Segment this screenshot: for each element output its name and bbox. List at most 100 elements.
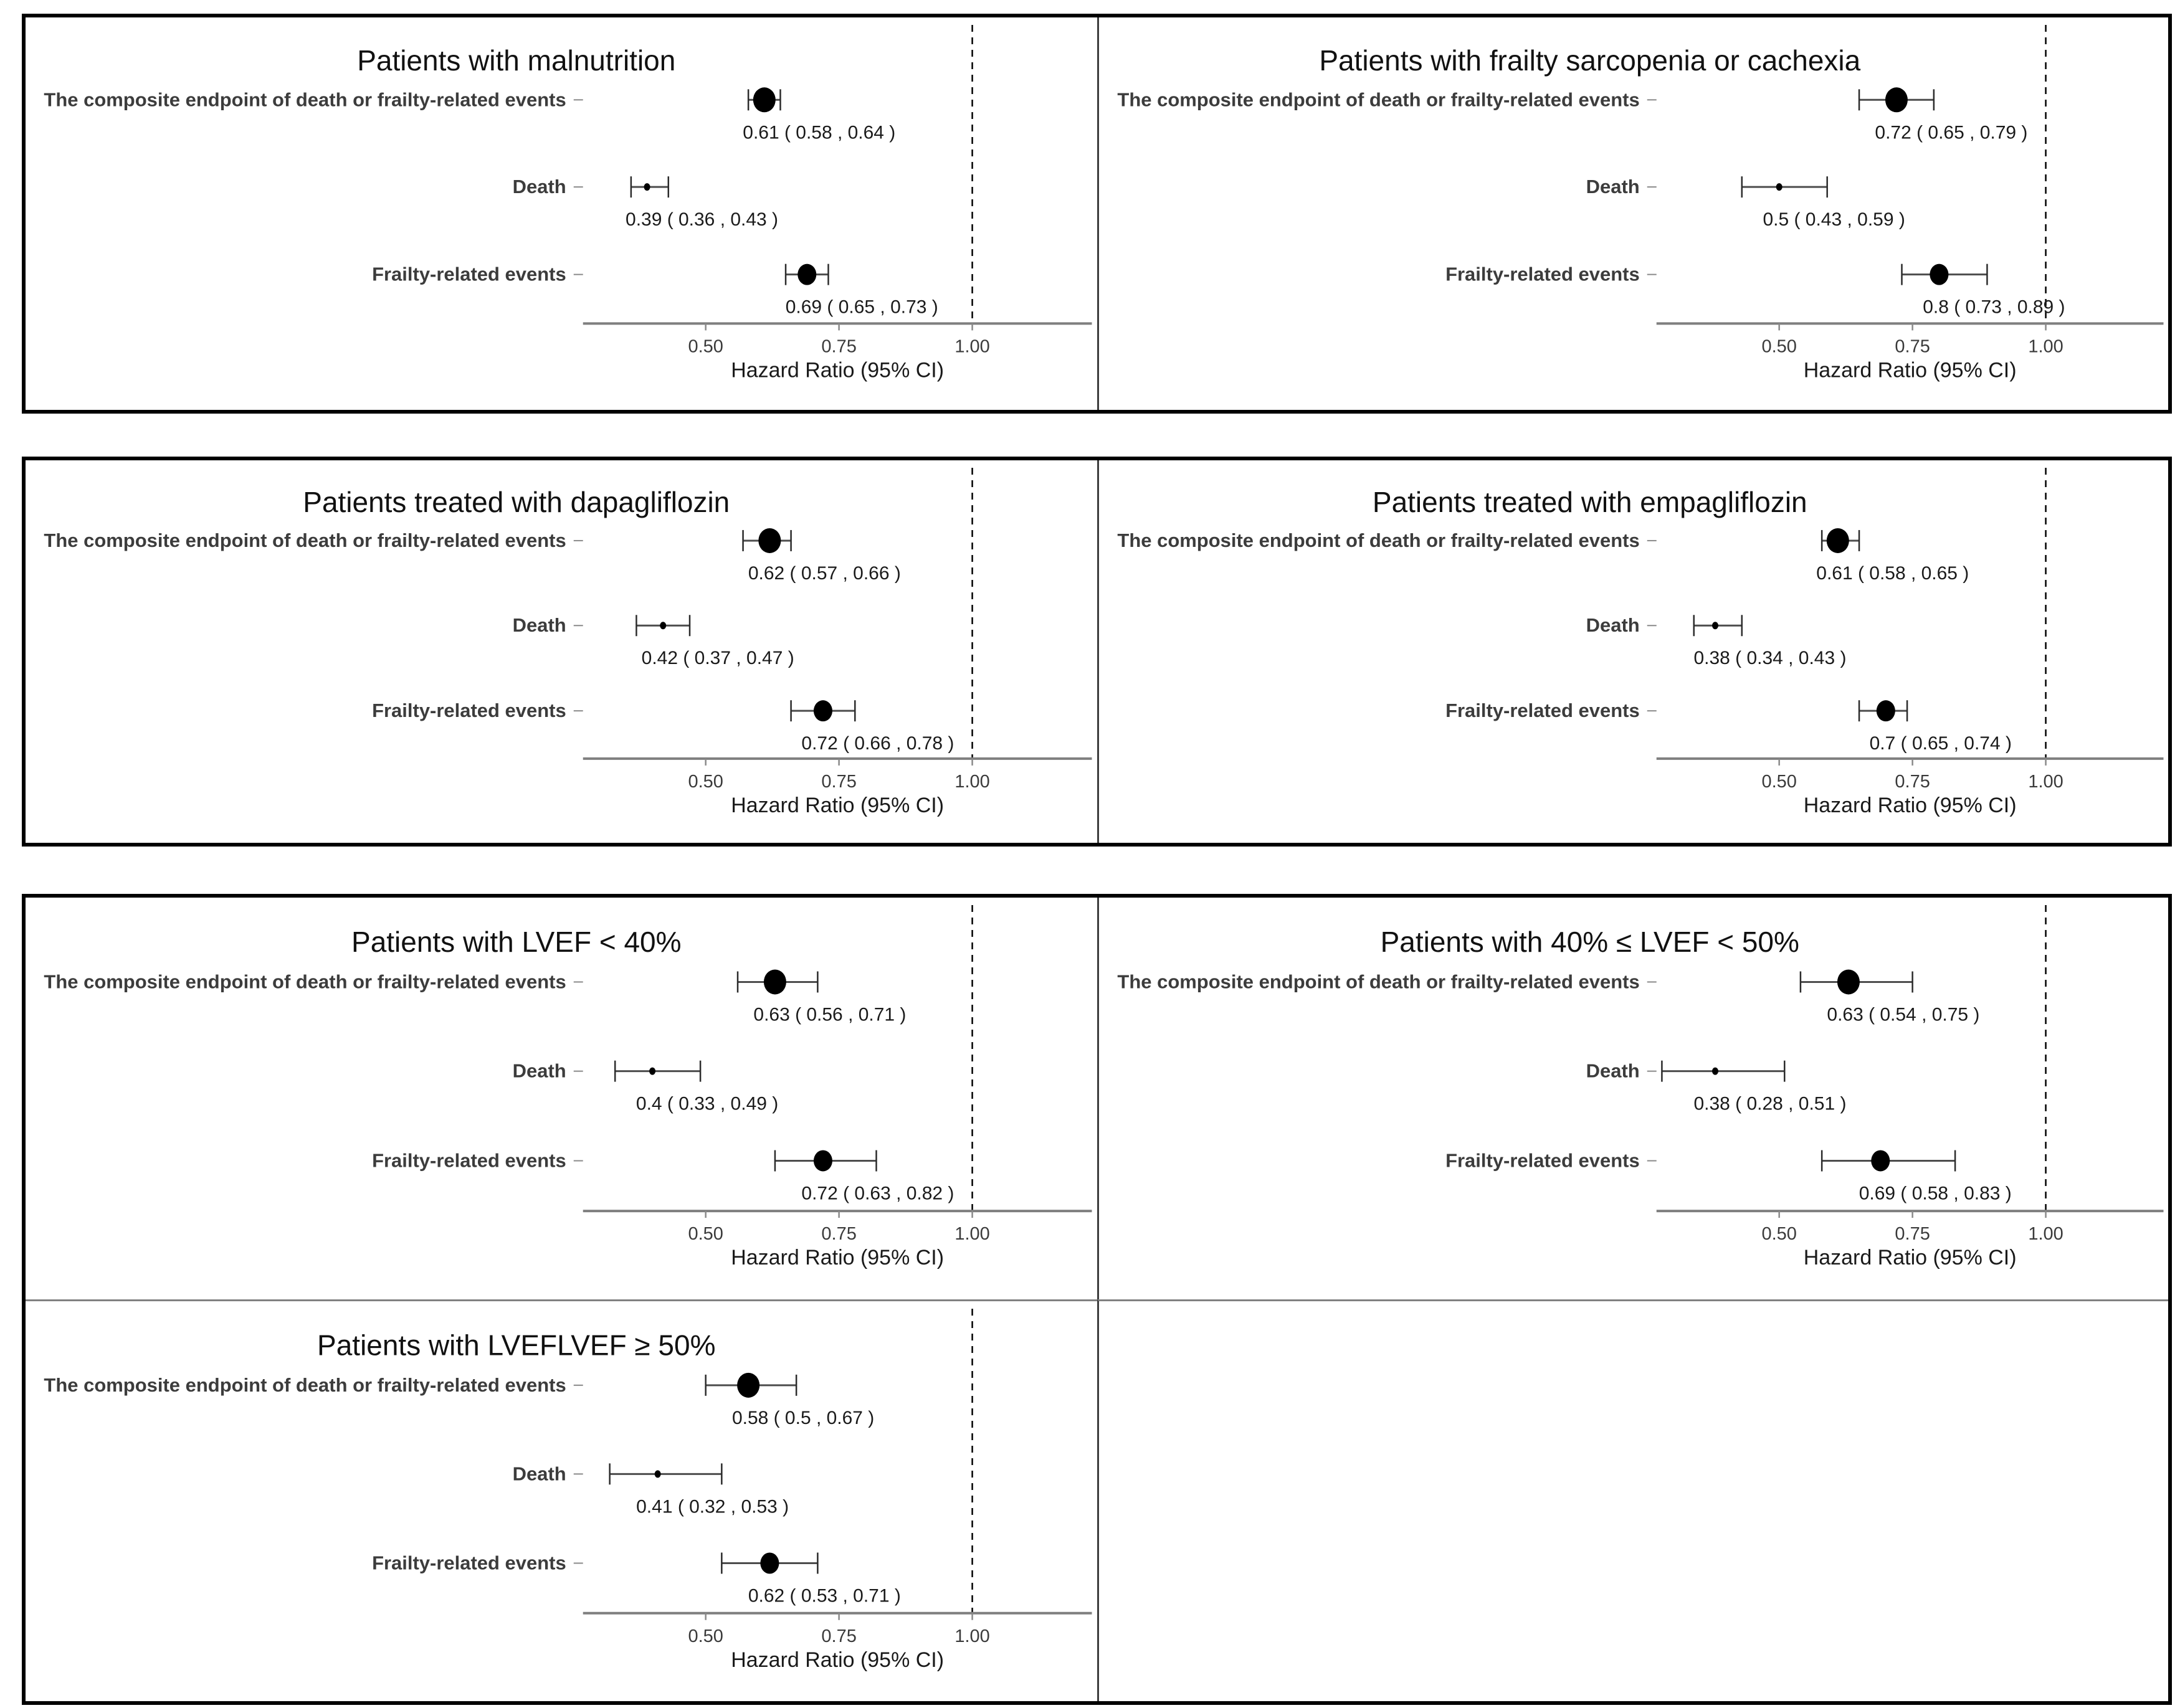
row-label: Frailty-related events bbox=[372, 1552, 566, 1574]
panel-title: Patients with 40% ≤ LVEF < 50% bbox=[1380, 926, 1799, 958]
value-label: 0.58 ( 0.5 , 0.67 ) bbox=[732, 1408, 874, 1428]
value-label: 0.61 ( 0.58 , 0.64 ) bbox=[743, 122, 895, 143]
row-label: The composite endpoint of death or frail… bbox=[44, 529, 566, 551]
x-tick-label: 0.50 bbox=[688, 772, 723, 792]
point-marker bbox=[760, 1552, 779, 1574]
row-label: Death bbox=[1586, 176, 1639, 197]
x-tick-label: 1.00 bbox=[954, 336, 989, 356]
point-marker bbox=[1870, 1150, 1890, 1172]
point-marker bbox=[654, 1470, 661, 1478]
row-label: Frailty-related events bbox=[372, 263, 566, 285]
row-label: The composite endpoint of death or frail… bbox=[44, 88, 566, 110]
forest-panel-svg: Patients treated with empagliflozin 0.50 0… bbox=[1117, 468, 2164, 817]
value-label: 0.7 ( 0.65 , 0.74 ) bbox=[1869, 733, 2011, 754]
x-tick-label: 1.00 bbox=[2028, 772, 2063, 792]
value-label: 0.63 ( 0.56 , 0.71 ) bbox=[753, 1004, 906, 1025]
point-marker bbox=[1876, 700, 1895, 722]
panel-title: Patients with LVEF < 40% bbox=[351, 926, 681, 958]
x-tick-label: 0.75 bbox=[1895, 336, 1930, 356]
row-label: Frailty-related events bbox=[372, 1149, 566, 1171]
panel-title: Patients with LVEFLVEF ≥ 50% bbox=[317, 1329, 715, 1362]
point-marker bbox=[797, 263, 817, 285]
x-tick-label: 0.75 bbox=[1895, 772, 1930, 792]
value-label: 0.62 ( 0.53 , 0.71 ) bbox=[748, 1586, 901, 1606]
point-marker bbox=[1885, 87, 1908, 113]
panel-frailty-sarcopenia-cachexia: Patients with frailty sarcopenia or cach… bbox=[1097, 17, 2168, 410]
value-label: 0.41 ( 0.32 , 0.53 ) bbox=[636, 1496, 789, 1517]
point-marker bbox=[649, 1067, 656, 1075]
x-tick-label: 0.75 bbox=[821, 772, 856, 792]
x-axis-title: Hazard Ratio (95% CI) bbox=[1803, 358, 2016, 382]
panel-lvef-50-plus: Patients with LVEFLVEF ≥ 50% 0.50 0.75 1.00… bbox=[26, 1299, 1097, 1701]
panel-title: Patients treated with dapagliflozin bbox=[303, 486, 730, 518]
x-tick-label: 1.00 bbox=[954, 1626, 989, 1646]
row-label: Frailty-related events bbox=[1445, 263, 1640, 285]
point-marker bbox=[1929, 263, 1948, 285]
row-label: Frailty-related events bbox=[1445, 700, 1640, 721]
value-label: 0.39 ( 0.36 , 0.43 ) bbox=[626, 209, 778, 230]
x-tick-label: 0.50 bbox=[1761, 772, 1796, 792]
point-marker bbox=[813, 1150, 832, 1172]
x-axis-title: Hazard Ratio (95% CI) bbox=[731, 358, 944, 382]
forest-panel-svg: Patients with 40% ≤ LVEF < 50% 0.50 0.75 1.… bbox=[1117, 905, 2164, 1269]
row-label: Frailty-related events bbox=[1445, 1149, 1640, 1171]
point-marker bbox=[813, 700, 832, 722]
x-tick-label: 0.50 bbox=[688, 336, 723, 356]
x-tick-label: 1.00 bbox=[2028, 1224, 2063, 1244]
x-tick-label: 0.50 bbox=[688, 1224, 723, 1244]
point-marker bbox=[1837, 969, 1860, 995]
point-marker bbox=[1826, 528, 1849, 553]
forest-panel-svg: Patients with frailty sarcopenia or cach… bbox=[1117, 25, 2164, 382]
row-label: Death bbox=[513, 1463, 566, 1484]
subgroup-block-treatment: Patients treated with dapagliflozin 0.50 0… bbox=[22, 457, 2172, 847]
point-marker bbox=[1711, 1067, 1718, 1075]
panel-title: Patients with frailty sarcopenia or cach… bbox=[1319, 44, 1860, 77]
row-label: The composite endpoint of death or frail… bbox=[1117, 529, 1639, 551]
panel-lvef-40-to-50: Patients with 40% ≤ LVEF < 50% 0.50 0.75 1.… bbox=[1097, 898, 2168, 1299]
panel-dapagliflozin: Patients treated with dapagliflozin 0.50 0… bbox=[26, 460, 1097, 843]
x-tick-label: 0.50 bbox=[688, 1626, 723, 1646]
row-label: The composite endpoint of death or frail… bbox=[44, 970, 566, 992]
forest-panel-svg: Patients treated with dapagliflozin 0.50 0… bbox=[44, 468, 1092, 817]
point-marker bbox=[660, 622, 667, 630]
subgroup-block-nutrition: Patients with malnutrition 0.50 0.75 1.00 Ha… bbox=[22, 14, 2172, 414]
x-tick-label: 1.00 bbox=[2028, 336, 2063, 356]
panel-empagliflozin: Patients treated with empagliflozin 0.50 0… bbox=[1097, 460, 2168, 843]
row-label: Death bbox=[513, 176, 566, 197]
value-label: 0.4 ( 0.33 , 0.49 ) bbox=[636, 1094, 778, 1114]
row-label: The composite endpoint of death or frail… bbox=[44, 1374, 566, 1396]
value-label: 0.38 ( 0.28 , 0.51 ) bbox=[1693, 1094, 1846, 1114]
value-label: 0.42 ( 0.37 , 0.47 ) bbox=[642, 648, 794, 668]
value-label: 0.5 ( 0.43 , 0.59 ) bbox=[1763, 209, 1905, 230]
point-marker bbox=[753, 87, 776, 113]
x-tick-label: 0.75 bbox=[821, 336, 856, 356]
point-marker bbox=[1776, 183, 1783, 191]
x-tick-label: 1.00 bbox=[954, 1224, 989, 1244]
point-marker bbox=[644, 183, 650, 191]
value-label: 0.69 ( 0.58 , 0.83 ) bbox=[1859, 1183, 2011, 1203]
subgroup-block-lvef: Patients with LVEF < 40% 0.50 0.75 1.00 Haza… bbox=[22, 894, 2172, 1705]
x-axis-title: Hazard Ratio (95% CI) bbox=[731, 794, 944, 817]
value-label: 0.72 ( 0.63 , 0.82 ) bbox=[801, 1183, 954, 1203]
x-axis-title: Hazard Ratio (95% CI) bbox=[1803, 794, 2016, 817]
empty-cell bbox=[1097, 1299, 2168, 1701]
point-marker bbox=[763, 969, 786, 995]
value-label: 0.62 ( 0.57 , 0.66 ) bbox=[748, 563, 901, 584]
row-label: Death bbox=[513, 614, 566, 636]
value-label: 0.63 ( 0.54 , 0.75 ) bbox=[1827, 1004, 1979, 1025]
row-label: Death bbox=[1586, 614, 1639, 636]
x-tick-label: 0.75 bbox=[1895, 1224, 1930, 1244]
row-label: Death bbox=[1586, 1060, 1639, 1082]
value-label: 0.69 ( 0.65 , 0.73 ) bbox=[786, 297, 938, 318]
value-label: 0.72 ( 0.65 , 0.79 ) bbox=[1875, 122, 2027, 143]
x-tick-label: 0.75 bbox=[821, 1626, 856, 1646]
x-axis-title: Hazard Ratio (95% CI) bbox=[731, 1648, 944, 1672]
panel-lvef-under-40: Patients with LVEF < 40% 0.50 0.75 1.00 Haza… bbox=[26, 898, 1097, 1299]
x-tick-label: 1.00 bbox=[954, 772, 989, 792]
panel-title: Patients with malnutrition bbox=[357, 44, 675, 77]
x-tick-label: 0.75 bbox=[821, 1224, 856, 1244]
forest-panel-svg: Patients with LVEF < 40% 0.50 0.75 1.00 Haza… bbox=[44, 905, 1092, 1269]
panel-malnutrition: Patients with malnutrition 0.50 0.75 1.00 Ha… bbox=[26, 17, 1097, 410]
point-marker bbox=[758, 528, 781, 553]
point-marker bbox=[737, 1372, 760, 1398]
